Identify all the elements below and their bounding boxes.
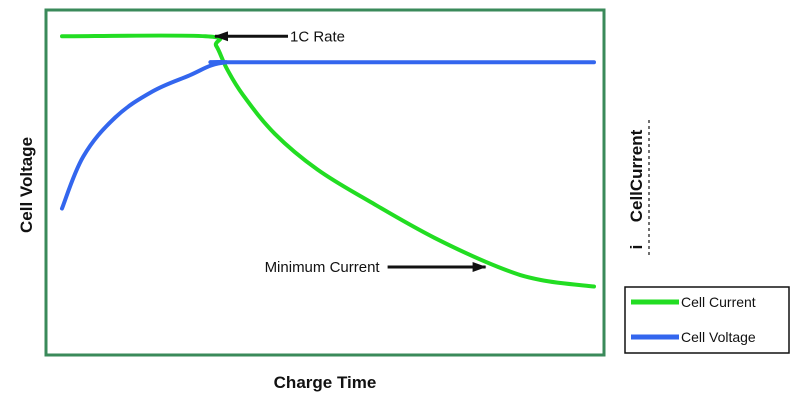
secondary-y-axis-prefix: i <box>627 245 646 250</box>
annotation-layer: 1C Rate Minimum Current <box>214 28 487 276</box>
legend: Cell Current Cell Voltage <box>624 286 790 354</box>
secondary-y-axis-label: CellCurrent <box>627 129 646 222</box>
annotation-label: Minimum Current <box>265 259 381 276</box>
series-line-cell-current <box>60 33 596 289</box>
plot-frame <box>44 8 606 357</box>
annotation-minimum-current: Minimum Current <box>265 259 487 276</box>
secondary-y-axis-title: CellCurrent i <box>627 120 650 255</box>
y-axis-title: Cell Voltage <box>17 137 36 233</box>
legend-label-cell-voltage: Cell Voltage <box>681 329 756 345</box>
legend-label-cell-current: Cell Current <box>681 294 756 310</box>
x-axis-title: Charge Time <box>274 373 377 392</box>
annotation-1c-rate: 1C Rate <box>214 28 345 45</box>
legend-box <box>624 286 790 354</box>
annotation-label: 1C Rate <box>290 28 345 45</box>
series-layer <box>60 33 596 289</box>
series-line-cell-voltage <box>60 60 596 211</box>
